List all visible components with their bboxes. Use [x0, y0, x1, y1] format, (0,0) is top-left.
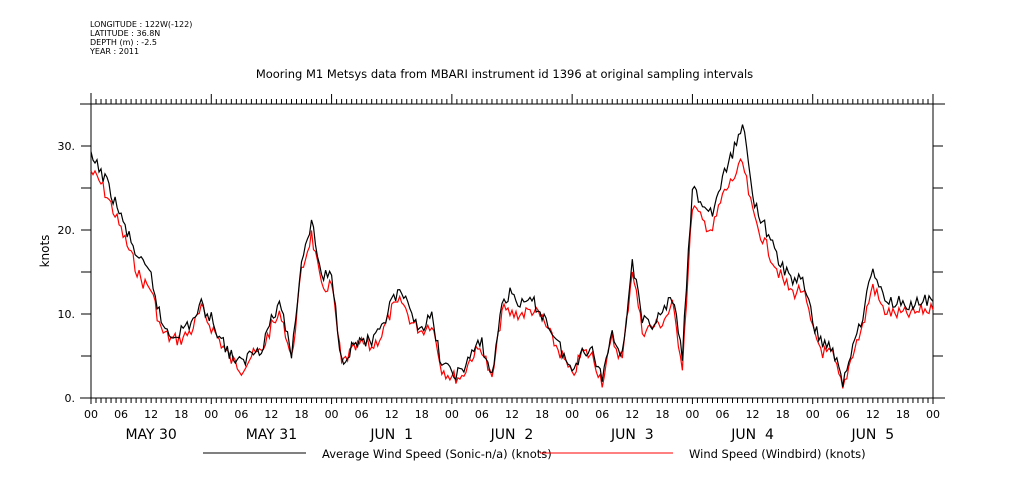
x-tick-label: 12 — [144, 408, 158, 421]
series-group — [90, 120, 934, 390]
y-tick-label: 30. — [58, 140, 76, 153]
x-tick-label: 00 — [204, 408, 218, 421]
x-tick-label: 06 — [355, 408, 369, 421]
x-tick-label: 00 — [565, 408, 579, 421]
x-tick-label: 06 — [475, 408, 489, 421]
series-line-average-wind-speed — [90, 124, 934, 388]
y-tick-label: 0. — [65, 392, 76, 405]
x-day-label: JUN 2 — [490, 427, 534, 443]
chart-title: Mooring M1 Metsys data from MBARI instru… — [255, 67, 754, 81]
y-tick-label: 20. — [58, 224, 76, 237]
legend-label-windbird: Wind Speed (Windbird) (knots) — [689, 447, 866, 461]
x-tick-label: 00 — [445, 408, 459, 421]
x-tick-label: 12 — [625, 408, 639, 421]
legend-label-average-wind-speed: Average Wind Speed (Sonic-n/a) (knots) — [322, 447, 552, 461]
x-tick-label: 06 — [595, 408, 609, 421]
x-day-label: MAY 31 — [246, 427, 297, 443]
y-axis-ticks: 0. 10. 20. 30. — [58, 140, 943, 405]
plot-frame — [80, 93, 945, 400]
x-tick-label: 18 — [896, 408, 910, 421]
x-tick-label: 00 — [806, 408, 820, 421]
y-axis-label: knots — [38, 235, 52, 268]
x-tick-label: 18 — [776, 408, 790, 421]
x-tick-label: 12 — [505, 408, 519, 421]
metadata-latitude: LATITUDE : 36.8N — [90, 29, 161, 38]
metadata-year: YEAR : 2011 — [90, 47, 140, 56]
x-tick-label: 18 — [174, 408, 188, 421]
x-tick-label: 18 — [415, 408, 429, 421]
x-tick-label: 00 — [325, 408, 339, 421]
x-day-label: MAY 30 — [125, 427, 176, 443]
x-tick-label: 00 — [926, 408, 940, 421]
x-tick-label: 18 — [655, 408, 669, 421]
metadata-block: LONGITUDE : 122W(-122) LATITUDE : 36.8N … — [90, 20, 192, 56]
x-tick-label: 12 — [264, 408, 278, 421]
x-tick-label: 12 — [746, 408, 760, 421]
x-day-label: JUN 1 — [369, 427, 413, 443]
metadata-longitude: LONGITUDE : 122W(-122) — [90, 20, 193, 29]
x-tick-label: 18 — [535, 408, 549, 421]
x-tick-label: 06 — [716, 408, 730, 421]
series-line-windbird — [90, 157, 934, 389]
x-tick-label: 12 — [385, 408, 399, 421]
x-tick-label: 18 — [295, 408, 309, 421]
x-tick-label: 06 — [114, 408, 128, 421]
y-tick-label: 10. — [58, 308, 76, 321]
x-tick-label: 12 — [866, 408, 880, 421]
x-day-label: JUN 5 — [851, 427, 895, 443]
legend: Average Wind Speed (Sonic-n/a) (knots) W… — [203, 447, 866, 461]
x-tick-label: 06 — [836, 408, 850, 421]
x-day-label: JUN 4 — [730, 427, 774, 443]
x-tick-label: 06 — [234, 408, 248, 421]
x-tick-label: 00 — [685, 408, 699, 421]
x-day-label: JUN 3 — [610, 427, 654, 443]
x-tick-label: 00 — [84, 408, 98, 421]
metadata-depth: DEPTH (m) : -2.5 — [90, 38, 157, 47]
x-axis-ticks: 00 06 12 18 00 06 12 18 00 06 12 18 00 06 12 18 00 06 12 18… — [84, 94, 940, 443]
